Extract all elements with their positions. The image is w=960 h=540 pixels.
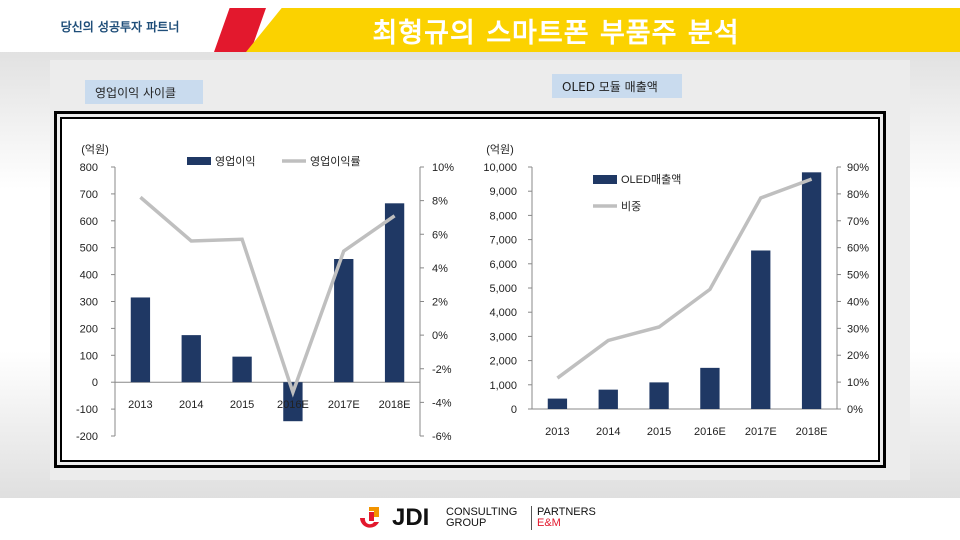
logo-partners-line1: PARTNERS [537, 506, 596, 518]
bar [801, 172, 822, 409]
y-right-tick-label: 60% [847, 243, 869, 255]
y-left-tick-label: 8,000 [489, 210, 517, 222]
y-left-tick-label: 5,000 [489, 283, 517, 295]
bar [384, 203, 405, 383]
y-right-tick-label: 0% [432, 330, 448, 342]
y-left-tick-label: 4,000 [489, 307, 517, 319]
bar [181, 335, 201, 383]
bar [649, 382, 669, 409]
x-tick-label: 2018E [796, 426, 828, 438]
chart-label-right: OLED 모듈 매출액 [552, 74, 682, 98]
bar [283, 382, 303, 422]
x-tick-label: 2017E [745, 426, 777, 438]
jdi-logo-icon [360, 507, 379, 528]
y-right-tick-label: 4% [432, 263, 448, 275]
y-left-tick-label: 0 [92, 377, 98, 389]
header-tagline: 당신의 성공투자 파트너 [60, 19, 180, 34]
x-tick-label: 2013 [128, 399, 152, 411]
x-tick-label: 2015 [647, 426, 671, 438]
y-right-tick-label: -2% [432, 364, 452, 376]
y-right-tick-label: -6% [432, 431, 452, 443]
x-tick-label: 2014 [596, 426, 620, 438]
y-right-tick-label: 50% [847, 270, 869, 282]
legend-label: OLED매출액 [621, 173, 681, 186]
y-right-tick-label: 8% [432, 196, 448, 208]
x-tick-label: 2015 [230, 399, 254, 411]
logo-line1: CONSULTING [446, 506, 518, 518]
bar [751, 250, 771, 409]
x-tick-label: 2014 [179, 399, 203, 411]
y-right-tick-label: 30% [847, 323, 869, 335]
y-left-tick-label: 700 [80, 189, 98, 201]
y-left-tick-label: 1,000 [489, 380, 517, 392]
y-right-tick-label: 10% [432, 162, 454, 174]
y-left-tick-label: -100 [76, 404, 98, 416]
header-yellow-banner [246, 8, 960, 52]
bar [130, 297, 151, 383]
x-tick-label: 2016E [694, 426, 726, 438]
legend-label: 영업이익 [215, 155, 255, 168]
bar [547, 398, 568, 409]
logo-line2: GROUP [446, 517, 487, 529]
page-title: 최형규의 스마트폰 부품주 분석 [372, 17, 740, 49]
logo-partners: PARTNERS E&M [537, 507, 596, 529]
x-tick-label: 2013 [545, 426, 569, 438]
line-series [556, 177, 813, 380]
y-right-tick-label: 40% [847, 296, 869, 308]
bar [334, 258, 354, 383]
y-right-tick-label: 70% [847, 216, 869, 228]
y-right-tick-label: 80% [847, 189, 869, 201]
y-left-tick-label: 2,000 [489, 356, 517, 368]
y-left-tick-label: 100 [80, 350, 98, 362]
y-left-tick-label: 9,000 [489, 186, 517, 198]
chart-frame-outer [54, 111, 886, 468]
y-right-tick-label: 90% [847, 162, 869, 174]
y-right-tick-label: 0% [847, 404, 863, 416]
chart-label-left: 영업이익 사이클 [85, 80, 203, 104]
footer-bar [0, 498, 960, 540]
y-right-tick-label: 2% [432, 297, 448, 309]
chart-frame-inner [60, 117, 880, 462]
x-tick-label: 2016E [277, 399, 309, 411]
legend-label: 영업이익률 [310, 155, 361, 168]
y-right-tick-label: -4% [432, 397, 452, 409]
legend-swatch-bar [187, 157, 211, 165]
legend-label: 비중 [621, 200, 641, 213]
bar [232, 356, 252, 383]
logo-consulting-group: CONSULTING GROUP [446, 507, 517, 529]
y-left-tick-label: 200 [80, 323, 98, 335]
y-left-tick-label: 600 [80, 216, 98, 228]
y-left-tick-label: 3,000 [489, 331, 517, 343]
y-right-tick-label: 10% [847, 377, 869, 389]
logo-partners-line2: E&M [537, 517, 561, 529]
line-series [139, 195, 396, 398]
y-left-tick-label: 10,000 [483, 162, 517, 174]
y-right-tick-label: 20% [847, 350, 869, 362]
unit-label: (억원) [81, 143, 109, 156]
y-right-tick-label: 6% [432, 229, 448, 241]
bar [700, 367, 720, 409]
unit-label: (억원) [486, 143, 514, 156]
x-tick-label: 2018E [379, 399, 411, 411]
bar [598, 389, 618, 409]
y-left-tick-label: 7,000 [489, 235, 517, 247]
x-tick-label: 2017E [328, 399, 360, 411]
y-left-tick-label: 300 [80, 297, 98, 309]
y-left-tick-label: 800 [80, 162, 98, 174]
logo-brand: JDI [392, 504, 430, 531]
y-left-tick-label: -200 [76, 431, 98, 443]
y-left-tick-label: 6,000 [489, 259, 517, 271]
y-left-tick-label: 400 [80, 270, 98, 282]
y-left-tick-label: 500 [80, 243, 98, 255]
legend-swatch-bar [593, 175, 617, 184]
logo-separator [531, 506, 532, 530]
y-left-tick-label: 0 [511, 404, 517, 416]
